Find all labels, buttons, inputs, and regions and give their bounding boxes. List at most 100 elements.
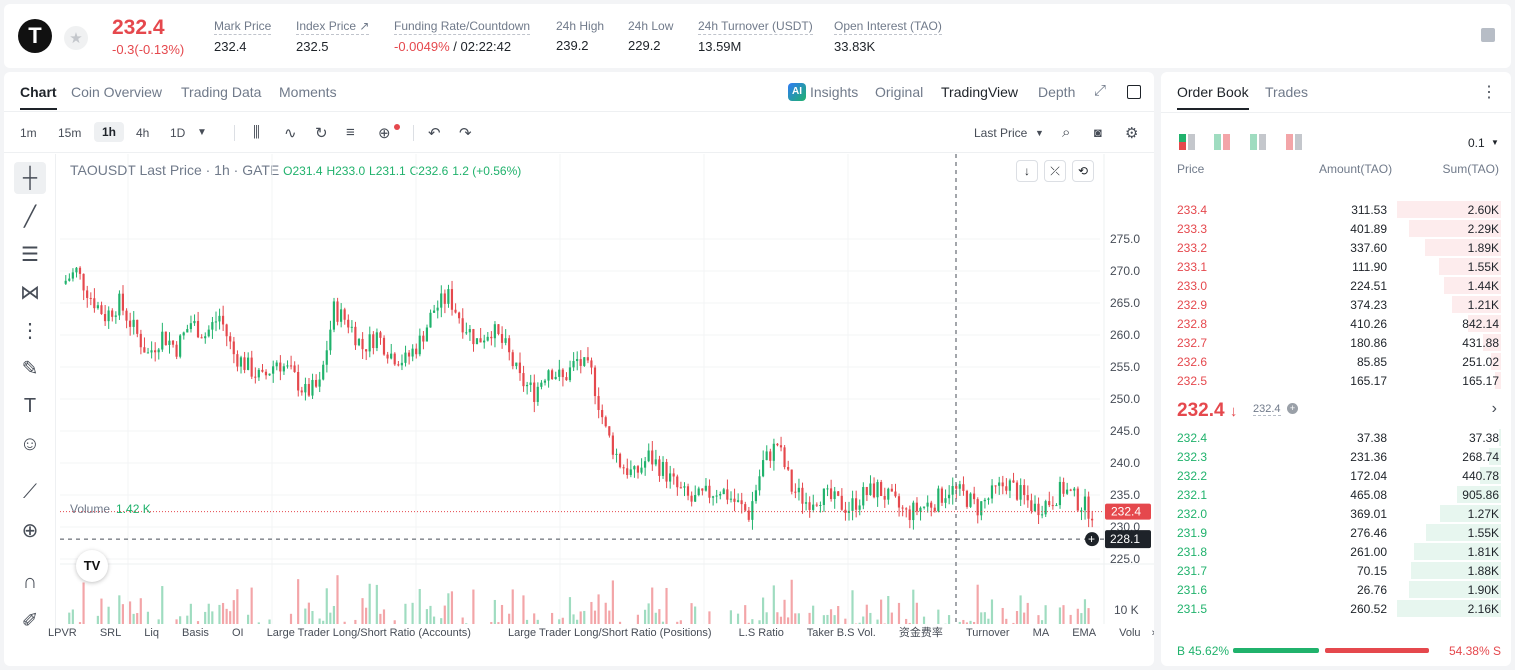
bid-row[interactable]: 232.2 172.04 440.78 [1161, 466, 1511, 485]
tick-size-select[interactable]: 0.1 [1468, 136, 1485, 150]
interval-1d[interactable]: 1D [170, 126, 186, 140]
window-icon[interactable] [1127, 85, 1141, 99]
indicator-taker-vol[interactable]: Taker B.S Vol. [806, 627, 876, 639]
crosshair-icon[interactable]: ┼ [14, 162, 46, 194]
redo-icon[interactable]: ↷ [459, 125, 472, 142]
indicator-ls-accounts[interactable]: Large Trader Long/Short Ratio (Accounts) [266, 627, 471, 639]
expand-icon[interactable]: ⤢ [1094, 82, 1107, 99]
camera-icon[interactable]: ◙ [1094, 125, 1102, 140]
indicators-icon[interactable]: ∿ [284, 125, 297, 142]
search-icon[interactable]: ⌕ [1062, 124, 1071, 141]
view-insights[interactable]: Insights [810, 84, 859, 100]
bid-row[interactable]: 231.8 261.00 1.81K [1161, 542, 1511, 561]
tab-chart[interactable]: Chart [20, 84, 57, 110]
horizontal-lines-icon[interactable]: ☰ [21, 243, 39, 266]
ask-row[interactable]: 232.9 374.23 1.21K [1161, 295, 1511, 314]
ask-row[interactable]: 232.7 180.86 431.88 [1161, 333, 1511, 352]
bid-row[interactable]: 231.9 276.46 1.55K [1161, 523, 1511, 542]
indicator-ls-ratio[interactable]: L.S Ratio [738, 627, 784, 639]
bid-row[interactable]: 231.6 26.76 1.90K [1161, 580, 1511, 599]
ask-row[interactable]: 233.4 311.53 2.60K [1161, 200, 1511, 219]
favorite-star-icon[interactable]: ★ [64, 26, 88, 50]
indicator-srl[interactable]: SRL [99, 627, 122, 639]
indicator-ema[interactable]: EMA [1072, 627, 1097, 639]
bid-row[interactable]: 232.1 465.08 905.86 [1161, 485, 1511, 504]
indicator-funding-rate[interactable]: 资金费率 [898, 627, 943, 639]
mid-price[interactable]: 232.4 ↓ [1177, 400, 1237, 422]
indicator-oi[interactable]: OI [232, 627, 244, 639]
trendline-icon[interactable]: ╱ [23, 205, 37, 228]
price-source-select[interactable]: Last Price [974, 126, 1028, 140]
more-icon[interactable]: ⋮ [1481, 84, 1497, 101]
chevron-right-icon[interactable]: › [1491, 400, 1497, 417]
turnover-stat[interactable]: 24h Turnover (USDT) 13.59M [698, 18, 813, 54]
undo-icon[interactable]: ↶ [428, 125, 441, 142]
indicator-basis[interactable]: Basis [182, 627, 209, 639]
fib-icon[interactable]: ⋮ [20, 319, 40, 342]
bid-row[interactable]: 232.4 37.38 37.38 [1161, 428, 1511, 447]
layout-split-icon[interactable] [1214, 134, 1230, 150]
ruler-icon[interactable]: ⟋ [23, 480, 37, 503]
gear-icon[interactable]: ⚙ [1125, 125, 1139, 142]
funding-rate-stat[interactable]: Funding Rate/Countdown -0.0049% / 02:22:… [394, 18, 531, 54]
bid-row[interactable]: 231.7 70.15 1.88K [1161, 561, 1511, 580]
replay-icon[interactable]: ⟲ [1072, 160, 1094, 182]
index-price-stat[interactable]: Index Price ↗ 232.5 [296, 18, 370, 54]
tab-coin-overview[interactable]: Coin Overview [71, 84, 163, 100]
layout-bids-icon[interactable] [1250, 134, 1266, 150]
chevron-down-icon[interactable]: ▼ [1035, 128, 1044, 138]
mark-price-stat[interactable]: Mark Price 232.4 [214, 18, 272, 54]
chevron-down-icon[interactable]: ▼ [1491, 138, 1499, 147]
indicator-lpvr[interactable]: LPVR [48, 627, 77, 639]
template-icon[interactable]: ≡ [346, 124, 355, 141]
layout-asks-icon[interactable] [1286, 134, 1302, 150]
refresh-icon[interactable]: ↻ [315, 125, 328, 142]
ask-row[interactable]: 233.2 337.60 1.89K [1161, 238, 1511, 257]
chevron-right-icon[interactable]: › [1152, 627, 1154, 639]
arrow-down-icon[interactable]: ↓ [1016, 160, 1038, 182]
brush-icon[interactable]: ✎ [21, 357, 39, 380]
interval-1m[interactable]: 1m [20, 126, 37, 140]
ask-row[interactable]: 233.0 224.51 1.44K [1161, 276, 1511, 295]
ask-row[interactable]: 233.1 111.90 1.55K [1161, 257, 1511, 276]
ask-row[interactable]: 233.3 401.89 2.29K [1161, 219, 1511, 238]
ask-row[interactable]: 232.5 165.17 165.17 [1161, 371, 1511, 390]
tradingview-logo[interactable]: TV [76, 550, 108, 582]
interval-4h[interactable]: 4h [136, 126, 150, 140]
tab-order-book[interactable]: Order Book [1177, 84, 1249, 110]
interval-dropdown-icon[interactable]: ▼ [197, 127, 207, 138]
ask-row[interactable]: 232.6 85.85 251.02 [1161, 352, 1511, 371]
emoji-icon[interactable]: ☺ [19, 432, 41, 455]
candlestick-chart[interactable]: 275.0 270.0 265.0 260.0 255.0 250.0 245.0 240.0… [60, 154, 1154, 624]
candle-type-icon[interactable]: ⫼ [253, 124, 260, 141]
open-interest-stat[interactable]: Open Interest (TAO) 33.83K [834, 18, 942, 54]
view-depth[interactable]: Depth [1038, 84, 1076, 100]
zoom-icon[interactable]: ⊕ [21, 519, 39, 542]
layout-both-icon[interactable] [1179, 134, 1195, 150]
indicator-ma[interactable]: MA [1032, 627, 1050, 639]
tab-trades[interactable]: Trades [1265, 84, 1309, 100]
lock-drawing-icon[interactable]: ✐ [21, 609, 39, 632]
volume-bar [751, 619, 754, 624]
view-original[interactable]: Original [875, 84, 924, 100]
magnet-icon[interactable]: ∩ [22, 570, 38, 593]
bid-row[interactable]: 232.0 369.01 1.27K [1161, 504, 1511, 523]
interval-1h[interactable]: 1h [94, 122, 125, 142]
ask-row[interactable]: 232.8 410.26 842.14 [1161, 314, 1511, 333]
indicator-liq[interactable]: Liq [144, 627, 159, 639]
bid-row[interactable]: 231.5 260.52 2.16K [1161, 599, 1511, 618]
indicator-volume[interactable]: Volu [1119, 627, 1141, 639]
view-tradingview[interactable]: TradingView [941, 84, 1019, 100]
ai-insights-icon[interactable]: AI [788, 83, 806, 101]
interval-15m[interactable]: 15m [58, 126, 82, 140]
indicator-turnover[interactable]: Turnover [965, 627, 1010, 639]
pattern-icon[interactable]: ⋈ [20, 281, 40, 304]
tab-moments[interactable]: Moments [279, 84, 337, 100]
bid-row[interactable]: 232.3 231.36 268.74 [1161, 447, 1511, 466]
book-icon[interactable] [1481, 28, 1495, 42]
tab-trading-data[interactable]: Trading Data [181, 84, 262, 100]
text-tool-icon[interactable]: T [23, 394, 37, 417]
collapse-icon[interactable]: ⤫ [1044, 160, 1066, 182]
add-indicator-icon[interactable]: ⊕ [378, 125, 391, 142]
indicator-ls-positions[interactable]: Large Trader Long/Short Ratio (Positions… [507, 627, 712, 639]
